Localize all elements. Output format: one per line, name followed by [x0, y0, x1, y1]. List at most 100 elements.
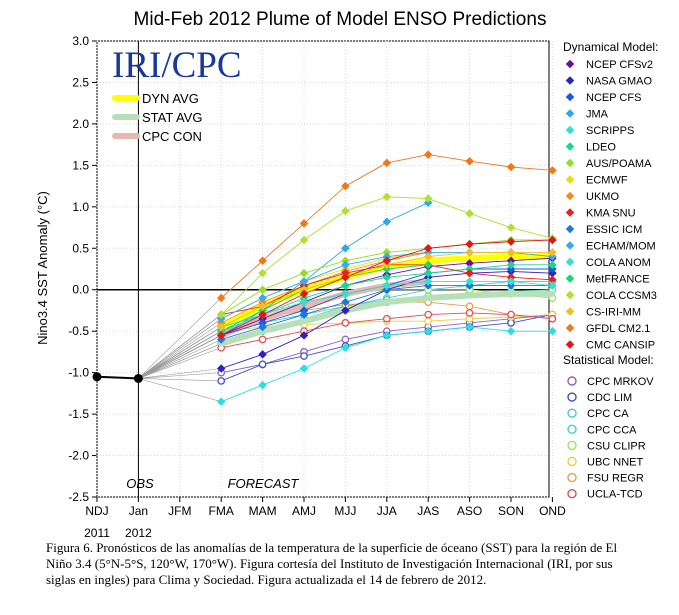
data-point	[258, 285, 267, 294]
data-point	[258, 335, 267, 344]
year-label: 2011	[84, 526, 110, 540]
legend-marker	[565, 175, 575, 184]
legend-marker	[565, 290, 575, 300]
y-tick-label: 0.0	[72, 283, 89, 297]
data-point	[341, 306, 350, 315]
data-point	[341, 244, 350, 253]
data-point	[216, 293, 226, 303]
legend-marker	[565, 59, 575, 69]
data-point	[217, 377, 226, 385]
data-point	[465, 248, 474, 257]
legend-label: CDC LIM	[587, 392, 632, 404]
data-point	[258, 310, 267, 319]
data-point	[548, 275, 557, 285]
y-tick-label: 2.5	[72, 75, 89, 89]
logo-text: IRI/CPC	[112, 45, 242, 86]
legend-label: AUS/POAMA	[586, 158, 652, 170]
connector-line	[138, 378, 222, 402]
data-point	[216, 397, 226, 406]
legend-label: CPC MRKOV	[587, 376, 654, 388]
data-point	[341, 343, 350, 353]
legend-marker	[567, 456, 577, 467]
data-point	[258, 380, 267, 390]
x-tick-label: JAS	[417, 504, 439, 518]
legend-label: COLA ANOM	[586, 257, 651, 269]
legend-label: CSU CLIPR	[587, 440, 646, 452]
data-point	[423, 268, 433, 278]
connector-line	[138, 330, 222, 379]
data-point	[423, 194, 433, 203]
connector-line	[138, 322, 222, 379]
legend-marker	[565, 109, 575, 118]
data-point	[424, 310, 433, 319]
y-tick-label: -1.0	[68, 366, 89, 380]
data-point	[341, 206, 350, 216]
data-point	[465, 302, 474, 311]
plot-area: 3.0 2.5 2.0 1.5 1.0 0.5 0.0 -0.5 -1.0 -1.5 -2.0 -2.…	[68, 34, 566, 540]
data-point	[465, 268, 474, 278]
legend-label: CPC CA	[587, 408, 629, 420]
x-tick-label: Jan	[129, 504, 148, 518]
data-point	[299, 235, 309, 245]
enso-plume-chart: Mid-Feb 2012 Plume of Model ENSO Predict…	[35, 9, 658, 540]
x-tick-label: OND	[539, 504, 566, 518]
legend-marker	[565, 224, 575, 234]
data-point	[382, 281, 392, 290]
x-tick-label: MAM	[249, 504, 277, 518]
connector-line	[138, 347, 222, 379]
observed-point	[133, 373, 143, 383]
legend-label: FSU REGR	[587, 473, 644, 485]
legend-label: SCRIPPS	[586, 125, 634, 137]
y-tick-label: 0.5	[72, 241, 89, 255]
data-point	[548, 326, 557, 336]
data-point	[299, 297, 309, 307]
legend-label: ESSIC ICM	[586, 224, 642, 236]
legend-label: NASA GMAO	[586, 76, 652, 88]
x-tick-label: AMJ	[292, 504, 316, 518]
y-tick-label: 1.0	[72, 200, 89, 214]
y-tick-label: -0.5	[68, 324, 89, 338]
inset-legend: DYN AVG STAT AVG CPC CON	[112, 91, 202, 144]
data-point	[258, 256, 267, 265]
legend-label: KMA SNU	[586, 208, 636, 220]
legend-label: UKMO	[586, 191, 619, 203]
data-point	[382, 331, 392, 340]
figure-caption: Figura 6. Pronósticos de las anomalías d…	[46, 540, 618, 587]
data-point	[341, 319, 350, 327]
data-point	[506, 260, 516, 270]
data-point	[341, 297, 350, 307]
data-point	[465, 209, 474, 218]
connector-line	[138, 343, 222, 379]
x-tick-label: FMA	[209, 504, 234, 518]
data-point	[548, 260, 557, 270]
legend-marker	[565, 191, 575, 201]
connector-line	[138, 372, 222, 379]
legend-marker	[567, 472, 577, 483]
inset-legend-label: STAT AVG	[142, 110, 202, 125]
data-point	[341, 281, 350, 290]
data-point	[423, 244, 433, 253]
x-tick-label: MJJ	[334, 504, 356, 518]
data-point	[300, 352, 308, 360]
model-legend: Dynamical Model: NCEP CFSv2 NASA GMAO NCEP …	[563, 40, 658, 501]
connector-line	[138, 314, 222, 379]
legend-label: NCEP CFS	[586, 92, 641, 104]
y-axis-label: Nino3.4 SST Anomaly (°C)	[35, 191, 50, 345]
legend-label: MetFRANCE	[586, 274, 650, 286]
legend-marker	[567, 408, 577, 418]
legend-label: ECHAM/MOM	[586, 241, 656, 253]
data-point	[465, 239, 474, 249]
legend-marker	[565, 76, 575, 85]
connector-line	[138, 335, 222, 379]
legend-label: JMA	[586, 109, 609, 121]
data-point	[216, 322, 226, 332]
y-tick-label: 3.0	[72, 34, 89, 48]
year-label: 2012	[125, 526, 152, 540]
data-point	[258, 360, 267, 369]
data-point	[299, 364, 309, 373]
data-point	[465, 309, 474, 317]
legend-label: UCLA-TCD	[587, 489, 643, 501]
x-tick-label: SON	[498, 504, 524, 518]
x-tick-label: ASO	[457, 504, 482, 518]
data-point	[382, 256, 392, 265]
